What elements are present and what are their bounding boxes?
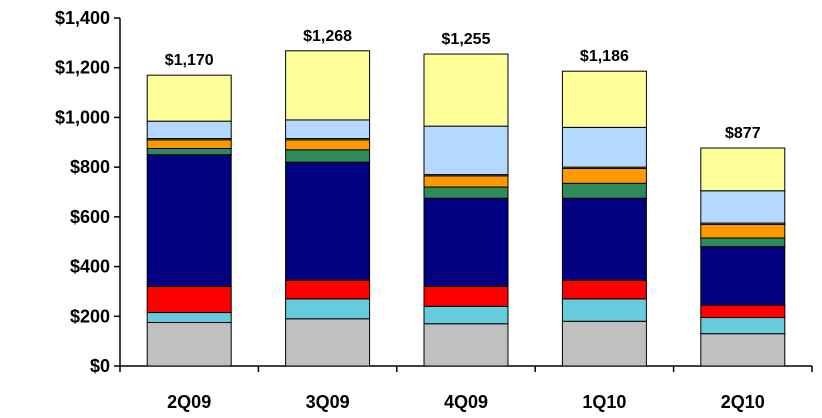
bar-segment-3Q09-7 xyxy=(285,119,371,140)
bar-segment-1Q10-7 xyxy=(561,126,647,168)
bar-segment-1Q10-1 xyxy=(561,298,647,322)
y-tick-label: $600 xyxy=(70,207,110,227)
bar-segment-3Q09-2 xyxy=(285,279,371,300)
total-data-label: $1,268 xyxy=(303,28,352,45)
bar-segment-2Q09-2 xyxy=(146,285,232,314)
bar-segment-1Q10-3 xyxy=(561,197,647,281)
x-axis: 2Q09 3Q09 4Q09 1Q10 2Q10 xyxy=(119,365,813,412)
bar-segment-2Q10-1 xyxy=(700,317,786,335)
bar-segment-4Q09-4 xyxy=(423,186,509,199)
bar-segment-4Q09-8 xyxy=(423,53,509,127)
x-tick-label: 4Q09 xyxy=(444,392,488,412)
bar-segment-4Q09-2 xyxy=(423,285,509,307)
y-axis: $0 $200 $400 $600 $800 $1,000 $1,200 $1,400 xyxy=(55,8,121,376)
x-tick-label: 2Q09 xyxy=(167,392,211,412)
bar-segment-3Q09-1 xyxy=(285,298,371,320)
bar-segment-4Q09-1 xyxy=(423,305,509,325)
bar-segment-2Q10-5 xyxy=(700,223,786,239)
bar-segment-2Q10-7 xyxy=(700,190,786,224)
total-data-label: $1,186 xyxy=(580,48,629,65)
total-labels: $1,170 $1,268 $1,255 $1,186 $877 xyxy=(165,28,761,142)
total-data-label: $877 xyxy=(725,125,761,142)
y-tick-label: $0 xyxy=(90,356,110,376)
bar-segment-2Q09-1 xyxy=(146,312,232,323)
bar-segment-2Q09-8 xyxy=(146,74,232,122)
bar-segment-1Q10-4 xyxy=(561,182,647,199)
total-data-label: $1,170 xyxy=(165,52,214,69)
bar-segment-2Q10-2 xyxy=(700,304,786,319)
bar-segment-4Q09-0 xyxy=(423,323,509,367)
bar-segment-1Q10-5 xyxy=(561,167,647,184)
bar-segment-1Q10-2 xyxy=(561,279,647,300)
total-data-label: $1,255 xyxy=(442,31,491,48)
bar-segment-3Q09-5 xyxy=(285,139,371,151)
bar-segment-3Q09-0 xyxy=(285,318,371,367)
bar-segment-2Q10-4 xyxy=(700,237,786,248)
bar-segment-4Q09-3 xyxy=(423,197,509,287)
bar-segment-2Q10-3 xyxy=(700,246,786,306)
y-tick-label: $1,400 xyxy=(55,8,110,28)
x-tick-label: 3Q09 xyxy=(306,392,350,412)
y-tick-label: $200 xyxy=(70,306,110,326)
bar-segment-3Q09-3 xyxy=(285,161,371,281)
bar-segment-2Q10-8 xyxy=(700,147,786,192)
bar-segment-2Q09-4 xyxy=(146,148,232,156)
bar-segment-4Q09-5 xyxy=(423,175,509,188)
bar-segment-3Q09-8 xyxy=(285,50,371,121)
y-tick-label: $1,200 xyxy=(55,58,110,78)
x-tick-label: 1Q10 xyxy=(582,392,626,412)
bar-segment-4Q09-7 xyxy=(423,125,509,176)
bar-segment-1Q10-0 xyxy=(561,320,647,367)
bar-segment-2Q09-5 xyxy=(146,139,232,150)
bar-segment-1Q10-8 xyxy=(561,70,647,128)
y-tick-label: $800 xyxy=(70,157,110,177)
bar-segment-3Q09-4 xyxy=(285,149,371,163)
x-tick-label: 2Q10 xyxy=(721,392,765,412)
bar-segment-2Q09-3 xyxy=(146,154,232,287)
bar-segment-2Q09-0 xyxy=(146,322,232,367)
y-tick-label: $400 xyxy=(70,257,110,277)
bar-segment-2Q09-7 xyxy=(146,120,232,140)
bars xyxy=(146,50,786,367)
y-tick-label: $1,000 xyxy=(55,107,110,127)
bar-segment-2Q10-0 xyxy=(700,333,786,367)
